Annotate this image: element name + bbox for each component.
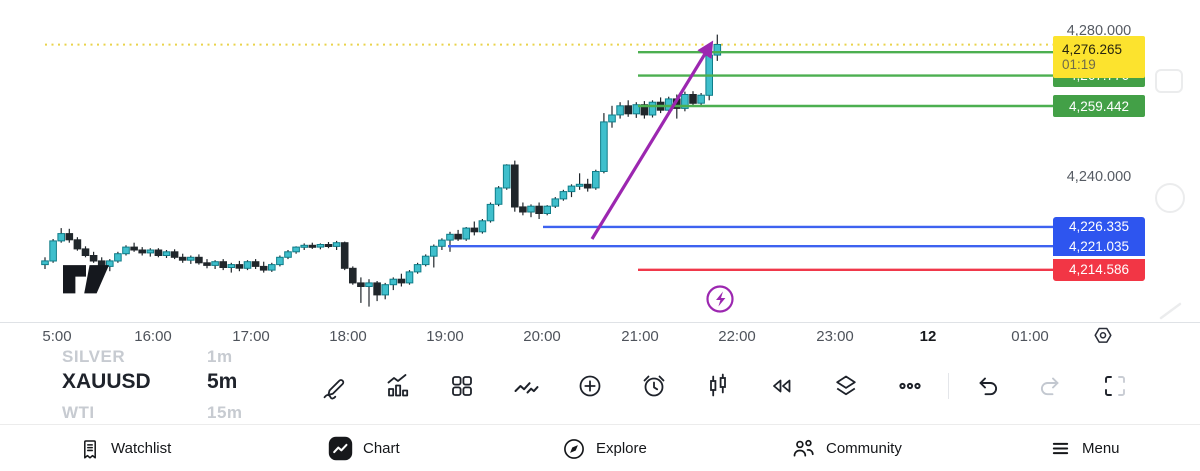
level-red-text: 4,214.586 [1068,262,1130,278]
nav-menu[interactable]: Menu [1048,425,1120,471]
nav-menu-label: Menu [1082,440,1120,457]
nav-watchlist[interactable]: Watchlist [78,425,171,471]
x-axis-tick: 18:00 [329,328,367,345]
tradingview-logo [63,265,109,294]
community-people-icon [793,439,814,457]
toolbar-strip: SILVER 1m XAUUSD 5m WTI 15m [0,346,1200,424]
candlestick-plot[interactable] [0,0,1200,322]
interval-5m[interactable]: 5m [207,370,238,393]
bottom-navigation: Watchlist Chart Explore Community [0,424,1200,471]
interval-silver[interactable]: 1m [207,347,233,366]
ghost-reset-view-button[interactable] [1152,180,1188,216]
symbol-row-xauusd[interactable]: XAUUSD 5m [62,370,237,394]
chart-type-candles-icon[interactable] [703,371,733,401]
replay-rewind-icon[interactable] [767,371,797,401]
x-axis-tick: 16:00 [134,328,172,345]
nav-chart-label: Chart [363,440,400,457]
chart-toolbar [302,370,1147,402]
nav-explore[interactable]: Explore [561,425,647,471]
watchlist-icon [84,439,96,459]
interval-wti[interactable]: 15m [207,403,243,422]
y-axis-label-4240: 4,240.000 [1066,169,1132,185]
symbol-row-wti[interactable]: WTI 15m [62,403,242,423]
x-axis-tick: 22:00 [718,328,756,345]
x-axis-tick: 20:00 [523,328,561,345]
x-axis-tick: 21:00 [621,328,659,345]
y-axis-label-4280: 4,280.000 [1066,23,1132,39]
x-axis-tick: 5:00 [42,328,72,345]
x-axis-tick: 01:00 [1011,328,1049,345]
chart-tab-icon [328,436,353,461]
x-axis-tick: 19:00 [426,328,464,345]
level-label-blue-1: 4,226.335 [1053,216,1145,237]
bar-countdown: 01:19 [1062,56,1096,72]
undo-icon[interactable] [972,371,1002,401]
x-axis-tick: 23:00 [816,328,854,345]
indicators-icon[interactable] [383,371,413,401]
ghost-chevron [1159,302,1182,320]
symbol-wti[interactable]: WTI [62,403,95,422]
fullscreen-icon[interactable] [1100,371,1130,401]
add-icon[interactable] [575,371,605,401]
nav-community[interactable]: Community [790,425,902,471]
nav-explore-label: Explore [596,440,647,457]
explore-compass-icon [564,438,584,459]
symbol-silver[interactable]: SILVER [62,347,126,366]
symbol-row-silver[interactable]: SILVER 1m [62,347,232,367]
level-blue-2-text: 4,221.035 [1068,238,1130,254]
level-green-2-text: 4,259.442 [1068,98,1130,114]
nav-chart-active[interactable]: Chart [327,425,400,471]
current-price-label: 4,276.265 01:19 [1053,35,1145,78]
ghost-panel-button[interactable] [1154,68,1186,96]
more-dots-icon[interactable] [895,371,925,401]
nav-community-label: Community [826,440,902,457]
current-price-value: 4,276.265 [1062,41,1123,57]
symbol-xauusd[interactable]: XAUUSD [62,370,151,393]
axis-settings-gear-icon[interactable] [1090,326,1116,348]
alert-clock-icon[interactable] [639,371,669,401]
nav-watchlist-label: Watchlist [111,440,172,457]
chart-canvas[interactable]: 4,280.000 4,276.265 01:19 4,267.776 4,25… [0,0,1200,322]
x-axis-tick: 12 [919,328,937,345]
time-axis[interactable]: 5:00 16:00 17:00 18:00 19:00 20:00 21:00 22:00 2… [0,322,1200,347]
redo-icon[interactable] [1036,371,1066,401]
level-label-red: 4,214.586 [1053,258,1145,281]
draw-icon[interactable] [319,371,349,401]
level-label-green: 4,259.442 [1053,95,1145,117]
layouts-grid-icon[interactable] [447,371,477,401]
x-axis-tick: 17:00 [232,328,270,345]
menu-hamburger-icon [1052,442,1069,455]
level-blue-1-text: 4,226.335 [1068,219,1130,235]
toolbar-divider [948,373,949,399]
patterns-icon[interactable] [511,371,541,401]
level-label-blue-2: 4,221.035 [1053,236,1145,257]
layers-icon[interactable] [831,371,861,401]
